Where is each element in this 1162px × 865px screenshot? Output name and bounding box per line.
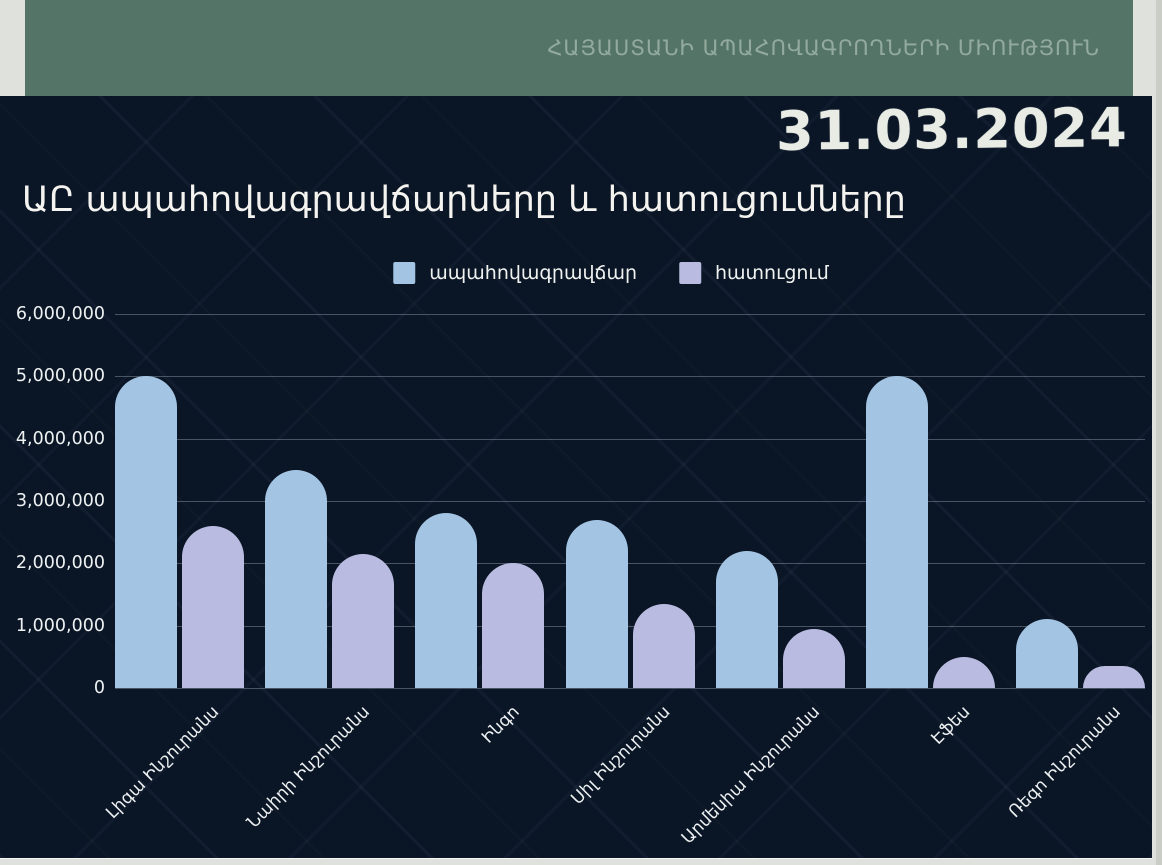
bar-payment — [782, 628, 845, 688]
bar-premium — [415, 513, 478, 688]
gridline — [115, 438, 1145, 440]
bar-premium — [715, 550, 778, 688]
org-banner: ՀԱՅԱՍՏԱՆԻ ԱՊԱՀՈՎԱԳՐՈՂՆԵՐԻ ՄԻՈՒԹՅՈՒՆ — [25, 0, 1133, 96]
y-tick-label: 1,000,000 — [15, 615, 105, 636]
org-name: ՀԱՅԱՍՏԱՆԻ ԱՊԱՀՈՎԱԳՐՈՂՆԵՐԻ ՄԻՈՒԹՅՈՒՆ — [547, 36, 1100, 60]
y-tick-label: 2,000,000 — [15, 553, 105, 574]
x-tick-label: Լիգա Ինշուրանս — [102, 702, 224, 823]
x-tick-label: Սիլ Ինշուրանս — [567, 702, 675, 809]
legend-label-payment: հատուցում — [715, 262, 829, 284]
bar-payment — [182, 525, 244, 688]
page-right-edge — [1156, 0, 1162, 865]
y-tick-label: 3,000,000 — [15, 491, 105, 511]
legend-item-payment: հատուցում — [679, 262, 829, 284]
bar-group — [1016, 314, 1145, 688]
bar-payment — [932, 656, 995, 688]
gridline — [115, 314, 1145, 315]
legend-label-premium: ապահովագրավճար — [429, 262, 638, 284]
gridline — [115, 563, 1145, 565]
slide: 31.03.2024 ԱԸ ապահովագրավճարները և հատու… — [0, 96, 1152, 858]
bar-payment — [482, 563, 545, 688]
legend-item-premium: ապահովագրավճար — [393, 262, 637, 284]
y-tick-label: 4,000,000 — [15, 428, 105, 449]
gridline — [115, 625, 1145, 627]
bar-group — [115, 314, 244, 688]
payment-swatch — [679, 262, 702, 284]
plot-area — [115, 314, 1145, 689]
x-tick-label: Արմենիա Ինշուրանս — [678, 702, 825, 849]
bar-premium — [565, 519, 628, 688]
y-tick-label: 5,000,000 — [15, 366, 105, 387]
x-tick-label: Էֆես — [927, 702, 975, 749]
x-tick-label: Ռեգո Ինշուրանս — [1004, 702, 1125, 822]
gridline — [115, 501, 1145, 502]
chart-legend: ապահովագրավճար հատուցում — [393, 262, 829, 284]
bar-payment — [332, 553, 395, 688]
bar-premium — [265, 469, 328, 688]
bars-layer — [115, 314, 1145, 688]
x-axis-labels: Լիգա Ինշուրանս Նաիրի Ինշուրանս Ինգո Սիլ Ինշ… — [103, 702, 1145, 858]
premium-swatch — [393, 262, 416, 284]
gridline — [115, 688, 1145, 689]
bar-group — [565, 314, 695, 688]
bar-premium — [115, 376, 177, 688]
previous-slide-band: ՀԱՅԱՍՏԱՆԻ ԱՊԱՀՈՎԱԳՐՈՂՆԵՐԻ ՄԻՈՒԹՅՈՒՆ — [0, 0, 1162, 96]
y-tick-label: 0 — [93, 678, 105, 698]
chart-title: ԱԸ ապահովագրավճարները և հատուցումները — [22, 180, 906, 220]
x-tick-label: Ինգո — [478, 702, 524, 748]
bar-group — [265, 314, 395, 688]
x-tick-label: Նաիրի Ինշուրանս — [243, 702, 374, 833]
bar-premium — [865, 376, 928, 688]
bar-premium — [1016, 619, 1078, 688]
gridline — [115, 376, 1145, 378]
y-tick-label: 6,000,000 — [15, 304, 105, 324]
bar-payment — [632, 603, 695, 688]
bar-payment — [1083, 666, 1145, 688]
bar-group — [415, 314, 545, 688]
bar-group — [865, 314, 995, 688]
bar-group — [715, 314, 845, 688]
report-date: 31.03.2024 — [776, 96, 1129, 163]
